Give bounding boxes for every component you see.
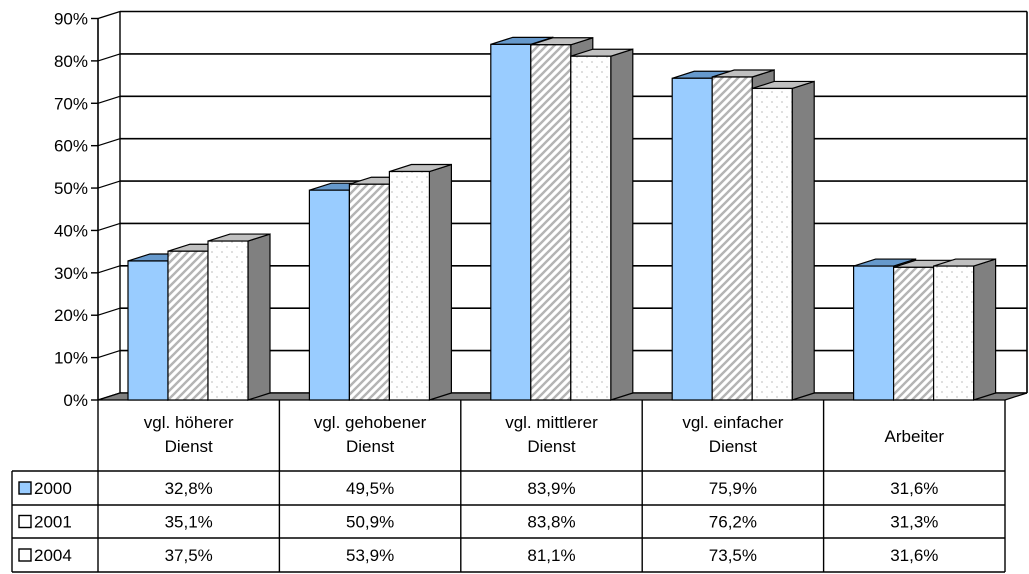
bar: [207, 233, 271, 401]
bar-series: [127, 36, 997, 401]
bar-front: [388, 170, 430, 401]
data-label: 31,6%: [890, 546, 938, 565]
category-label: Dienst: [527, 437, 575, 456]
legend-key-2000: [18, 481, 32, 495]
gridline-side: [97, 138, 121, 147]
bar-front: [932, 265, 975, 401]
series-name: 2000: [34, 479, 72, 498]
y-tick-label: 40%: [54, 221, 88, 240]
category-label: vgl. mittlerer: [505, 413, 598, 432]
gridline-side: [97, 95, 121, 104]
series-name: 2001: [34, 513, 72, 532]
series-name: 2004: [34, 546, 72, 565]
bar-front: [207, 240, 249, 401]
y-tick-label: 90%: [54, 10, 88, 29]
legend-key-2004: [18, 548, 32, 562]
bar-side: [791, 80, 815, 401]
category-label: Dienst: [346, 437, 394, 456]
y-tick-label: 80%: [54, 52, 88, 71]
y-tick-label: 70%: [54, 94, 88, 113]
data-label: 37,5%: [165, 546, 213, 565]
bar-front: [530, 44, 572, 401]
data-label: 81,1%: [527, 546, 575, 565]
data-label: 76,2%: [709, 513, 757, 532]
data-label: 75,9%: [709, 479, 757, 498]
gridline-side: [97, 265, 121, 274]
category-label: vgl. höherer: [144, 413, 234, 432]
category-label: vgl. gehobener: [314, 413, 427, 432]
data-label: 31,3%: [890, 513, 938, 532]
bar-front: [751, 87, 793, 401]
bar-side: [610, 48, 634, 401]
legend-key-2001: [18, 514, 32, 529]
bar-front: [892, 266, 935, 401]
y-tick-label: 30%: [54, 264, 88, 283]
bar-front: [348, 183, 390, 401]
data-label: 83,9%: [527, 479, 575, 498]
gridline-side: [97, 53, 121, 62]
data-label: 49,5%: [346, 479, 394, 498]
bar-front: [127, 260, 169, 401]
bar-front: [671, 77, 713, 401]
data-label: 31,6%: [890, 479, 938, 498]
bar-side: [972, 258, 997, 401]
gridline-side: [97, 180, 121, 189]
data-label: 73,5%: [709, 546, 757, 565]
y-tick-label: 60%: [54, 137, 88, 156]
data-label: 50,9%: [346, 513, 394, 532]
y-tick-label: 20%: [54, 306, 88, 325]
bar: [751, 80, 815, 401]
category-label: Dienst: [709, 437, 757, 456]
y-tick-label: 0%: [63, 391, 88, 410]
bar: [388, 163, 452, 401]
data-label: 35,1%: [165, 513, 213, 532]
bar: [932, 258, 997, 401]
y-tick-label: 50%: [54, 179, 88, 198]
bar-side: [428, 163, 452, 401]
bar-front: [308, 189, 350, 401]
gridline-side: [97, 350, 121, 359]
bar: [570, 48, 634, 401]
data-label: 83,8%: [527, 513, 575, 532]
data-table: vgl. höherer Dienst vgl. gehobener Dienst vg…: [11, 400, 1006, 573]
gridline-side: [97, 10, 121, 20]
bar-side: [247, 233, 271, 401]
y-tick-label: 10%: [54, 349, 88, 368]
bar-front: [167, 250, 209, 401]
data-label: 53,9%: [346, 546, 394, 565]
data-label: 32,8%: [165, 479, 213, 498]
bar-front: [570, 55, 612, 401]
category-label: Dienst: [165, 437, 213, 456]
gridline-side: [97, 307, 121, 316]
y-axis: 0% 10% 20% 30% 40% 50% 60% 70% 80% 90%: [54, 10, 99, 410]
gridline-side: [97, 222, 121, 232]
bar-front: [852, 265, 895, 401]
category-label: vgl. einfacher: [682, 413, 783, 432]
bar-front: [711, 76, 753, 401]
category-label: Arbeiter: [885, 427, 945, 446]
bar-front: [490, 43, 532, 401]
